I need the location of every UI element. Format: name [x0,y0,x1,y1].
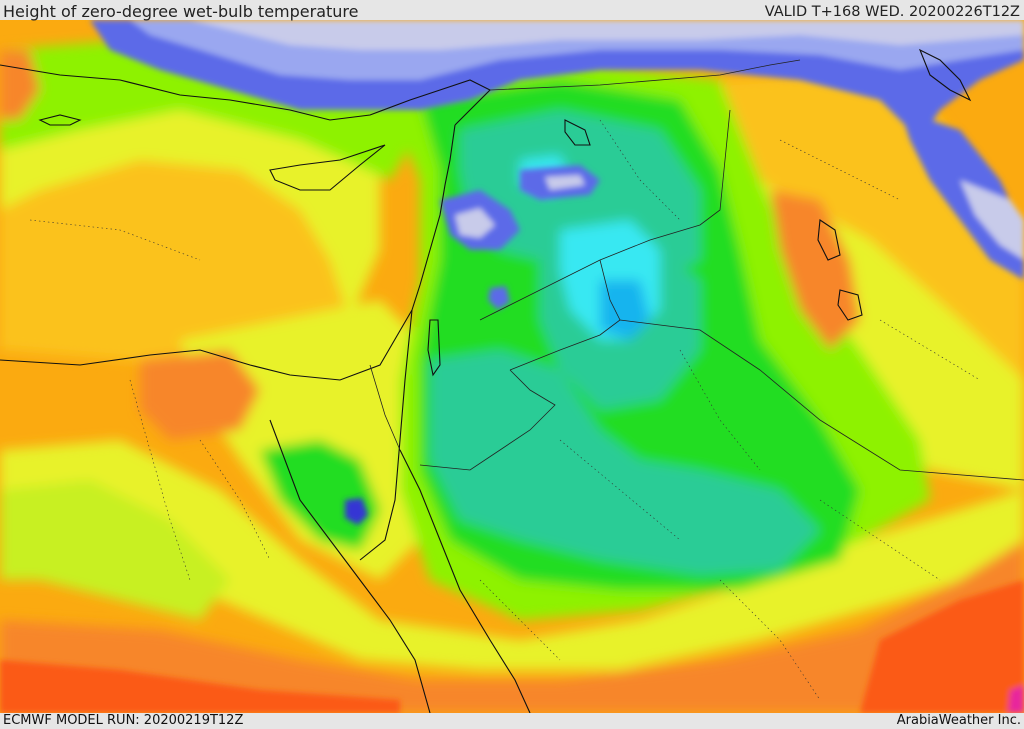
dark-orange-west-edge [0,50,40,120]
coastlines [0,48,972,713]
coast-crete [38,114,82,126]
pale-east-ridge [960,180,1024,260]
red-orange-south [0,660,400,713]
border-jordan-saudi [419,369,556,471]
border-saudi-iraq [619,319,1024,481]
border-egypt-israel [369,364,401,451]
dark-orange-egypt [140,350,260,440]
magenta-spot [1008,685,1024,713]
blue-sinai-spot [345,498,368,525]
header-bar: Height of zero-degree wet-bulb temperatu… [0,0,1024,21]
coast-aqaba [359,309,413,561]
province-lines [29,119,981,701]
border-iraq-east [479,109,731,321]
yellow-south [0,440,1024,670]
dark-orange-east [770,190,860,350]
coast-suez-west [269,419,431,713]
light-orange-west [0,140,360,370]
coast-egypt-med [0,309,413,381]
coast-caspian [918,48,972,102]
pale-lebanon [455,208,495,238]
model-run-label: ECMWF MODEL RUN: 20200219T12Z [3,713,244,728]
lake-iraq-2 [837,289,863,321]
coast-turkey [0,64,491,126]
border-jordan [509,259,621,371]
deep-cyan-patch [600,280,650,340]
map-title: Height of zero-degree wet-bulb temperatu… [3,2,359,21]
footer-bar: ECMWF MODEL RUN: 20200219T12Z ArabiaWeat… [0,713,1024,729]
credit-label: ArabiaWeather Inc. [896,713,1021,728]
valid-time: VALID T+168 WED. 20200226T12Z [764,4,1020,20]
coast-cyprus [269,144,386,191]
map-canvas [0,20,1024,713]
blue-golan [488,286,510,310]
dead-sea [427,319,441,377]
blue-east-ridge [900,110,1024,280]
weather-map[interactable] [0,20,1024,713]
green-sinai [260,440,380,550]
light-green-africa [0,480,230,620]
coast-levant [411,124,456,311]
pale-syria [545,175,585,190]
teal-jordan [430,350,820,575]
dark-orange-south [0,540,1024,713]
border-syria-iraq [489,59,801,91]
coast-red-sea-east [399,449,531,713]
lake-iraq [817,219,841,261]
red-orange-southeast [860,580,1024,713]
sea-pale-north [190,20,1024,50]
lake-syria [564,119,591,146]
borders [369,59,1024,481]
